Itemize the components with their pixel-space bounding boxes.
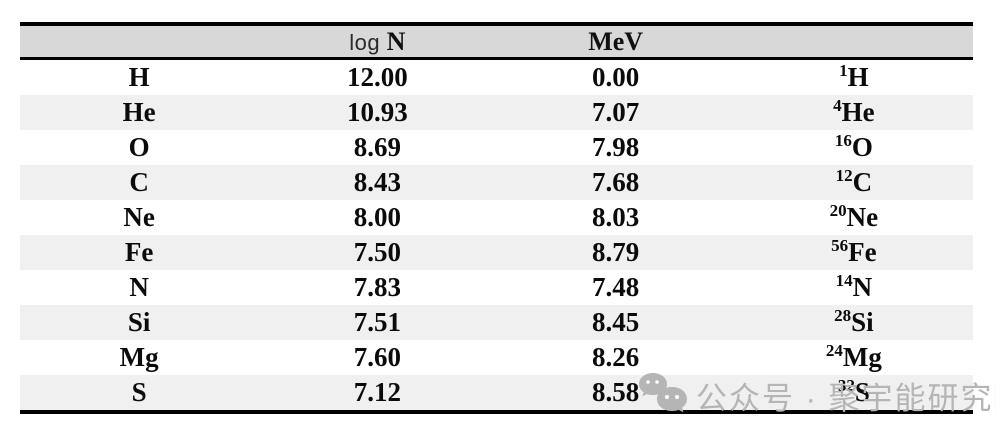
isotope-cell: 1H xyxy=(735,59,973,96)
isotope-cell: 56Fe xyxy=(735,235,973,270)
mass-number: 16 xyxy=(834,131,852,150)
logn-cell: 8.69 xyxy=(353,132,401,162)
mev-cell: 7.48 xyxy=(592,272,640,302)
isotope-symbol: Ne xyxy=(846,202,879,232)
mass-number: 4 xyxy=(833,96,842,115)
element-cell: H xyxy=(128,62,150,92)
isotope-symbol: H xyxy=(847,62,869,92)
header-row: log N MeV xyxy=(20,24,973,60)
isotope-cell: 4He xyxy=(735,95,973,130)
log-n-header-log: log xyxy=(349,29,381,55)
isotope-cell: 32S xyxy=(735,375,973,412)
element-cell: C xyxy=(129,167,149,197)
mass-number: 20 xyxy=(829,201,847,220)
isotope-cell: 28Si xyxy=(735,305,973,340)
isotope-symbol: Si xyxy=(851,307,874,337)
mass-number: 28 xyxy=(834,306,852,325)
isotope-symbol: O xyxy=(851,132,873,162)
mev-cell: 7.07 xyxy=(592,97,640,127)
table-row: H 12.00 0.00 1H xyxy=(20,58,973,96)
isotope-symbol: C xyxy=(852,167,873,197)
mass-number: 24 xyxy=(825,341,843,360)
isotope-cell: 12C xyxy=(735,165,973,200)
mev-cell: 7.98 xyxy=(592,132,640,162)
isotope-symbol: Fe xyxy=(848,237,877,267)
isotope-cell: 14N xyxy=(735,270,973,305)
header-mev: MeV xyxy=(496,24,735,60)
header-element-column xyxy=(20,24,259,60)
logn-cell: 7.12 xyxy=(353,377,401,407)
logn-cell: 10.93 xyxy=(347,97,408,127)
mass-number: 1 xyxy=(839,61,848,80)
element-cell: O xyxy=(128,132,150,162)
table-row: Ne 8.00 8.03 20Ne xyxy=(20,200,973,235)
isotope-cell: 20Ne xyxy=(735,200,973,235)
table-row: Si 7.51 8.45 28Si xyxy=(20,305,973,340)
mass-number: 12 xyxy=(835,166,853,185)
logn-cell: 8.43 xyxy=(353,167,401,197)
log-n-header-n: N xyxy=(386,26,406,56)
table-row: He 10.93 7.07 4He xyxy=(20,95,973,130)
logn-cell: 7.51 xyxy=(353,307,401,337)
header-log-n: log N xyxy=(258,24,497,60)
mass-number: 14 xyxy=(835,271,853,290)
mev-cell: 8.03 xyxy=(592,202,640,232)
logn-cell: 7.50 xyxy=(353,237,401,267)
table-row: O 8.69 7.98 16O xyxy=(20,130,973,165)
mass-number: 32 xyxy=(837,376,855,395)
header-isotope-column xyxy=(734,24,973,60)
logn-cell: 7.60 xyxy=(353,342,401,372)
isotope-symbol: Mg xyxy=(842,342,882,372)
isotope-cell: 16O xyxy=(735,130,973,165)
mev-cell: 8.26 xyxy=(592,342,640,372)
logn-cell: 8.00 xyxy=(353,202,401,232)
mev-cell: 8.79 xyxy=(592,237,640,267)
table-row: Mg 7.60 8.26 24Mg xyxy=(20,340,973,375)
isotope-symbol: N xyxy=(852,272,873,302)
mev-cell: 7.68 xyxy=(592,167,640,197)
logn-cell: 12.00 xyxy=(347,62,408,92)
logn-cell: 7.83 xyxy=(353,272,401,302)
element-abundance-table: log N MeV H 12.00 0.00 1H He 10.93 7.07 … xyxy=(20,22,973,414)
mev-cell: 8.45 xyxy=(592,307,640,337)
table-row: N 7.83 7.48 14N xyxy=(20,270,973,305)
element-cell: Ne xyxy=(123,202,155,232)
element-cell: S xyxy=(131,377,147,407)
element-cell: N xyxy=(129,272,149,302)
mev-cell: 0.00 xyxy=(592,62,640,92)
element-cell: Mg xyxy=(119,342,159,372)
mass-number: 56 xyxy=(831,236,849,255)
isotope-symbol: He xyxy=(841,97,875,127)
element-cell: Si xyxy=(127,307,151,337)
isotope-symbol: S xyxy=(854,377,870,407)
mev-cell: 8.58 xyxy=(592,377,640,407)
element-cell: Fe xyxy=(124,237,154,267)
table-row: C 8.43 7.68 12C xyxy=(20,165,973,200)
element-cell: He xyxy=(122,97,156,127)
table-row: S 7.12 8.58 32S xyxy=(20,375,973,412)
table-row: Fe 7.50 8.79 56Fe xyxy=(20,235,973,270)
table-body: H 12.00 0.00 1H He 10.93 7.07 4He O 8.69… xyxy=(20,58,973,412)
isotope-cell: 24Mg xyxy=(735,340,973,375)
